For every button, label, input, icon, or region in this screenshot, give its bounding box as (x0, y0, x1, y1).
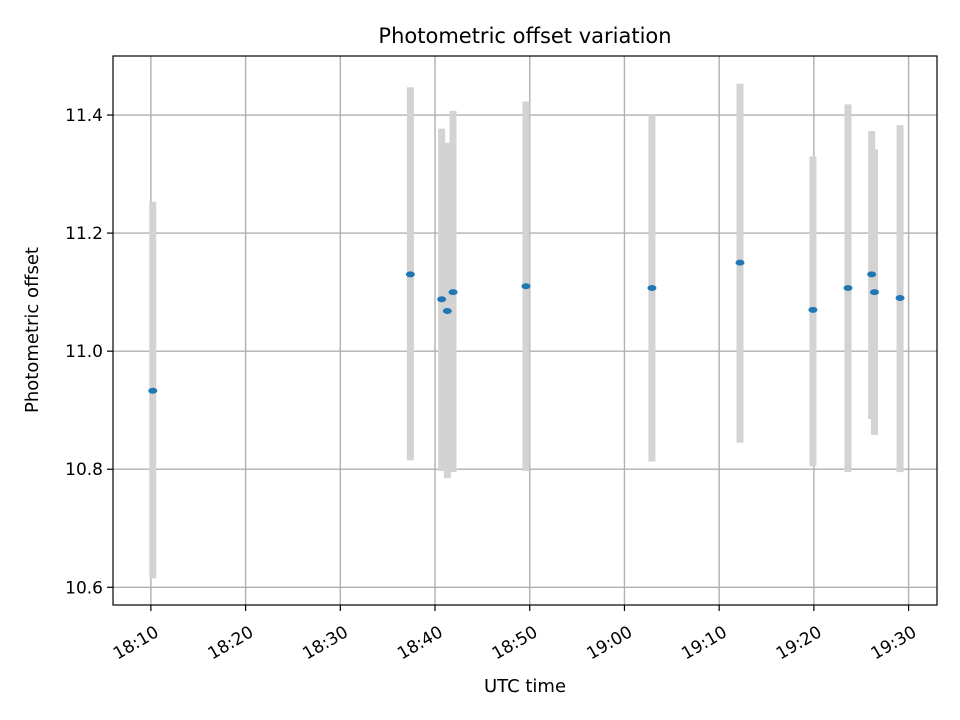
y-tick-label: 10.8 (65, 460, 103, 480)
chart-title: Photometric offset variation (378, 24, 671, 48)
data-point (437, 296, 447, 303)
data-point (867, 271, 877, 278)
data-point (148, 387, 158, 394)
data-points (148, 259, 905, 394)
y-axis: 10.6 10.8 11.0 11.2 11.4 (65, 106, 113, 598)
data-point (405, 271, 415, 278)
plot-frame (112, 55, 938, 606)
x-axis-title: UTC time (484, 676, 566, 697)
y-tick-label: 11.2 (65, 224, 103, 244)
data-point (808, 306, 818, 313)
data-point (869, 289, 879, 296)
y-axis-title: Photometric offset (22, 247, 43, 413)
y-tick-label: 11.4 (65, 106, 103, 126)
y-tick-label: 11.0 (65, 342, 103, 362)
y-tick-label: 10.6 (65, 578, 103, 598)
data-point (843, 284, 853, 291)
data-point (647, 284, 657, 291)
data-point (895, 295, 905, 302)
data-point (442, 308, 452, 315)
data-point (735, 259, 745, 266)
data-point (448, 289, 458, 296)
data-point (521, 283, 531, 290)
